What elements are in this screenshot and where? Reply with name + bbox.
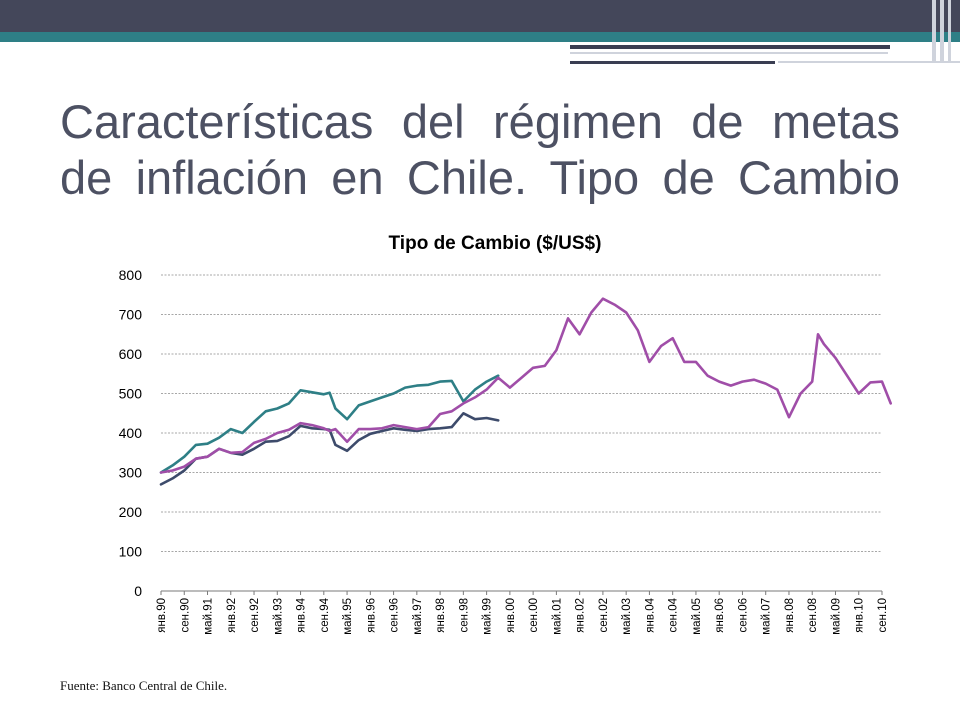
- x-tick-label: май.95: [342, 598, 354, 635]
- deco-strip: [948, 0, 951, 62]
- x-tick-label: май.09: [830, 598, 842, 635]
- x-tick-label: сен.92: [249, 598, 261, 632]
- x-axis: янв.90 сен.90 май.91 янв.92 сен.92 май.93 янв.…: [156, 590, 889, 635]
- slide-title: Características del régimen de metas de …: [60, 95, 900, 204]
- chart-gridlines: [161, 274, 882, 552]
- x-tick-label: янв.94: [296, 597, 308, 632]
- title-bar-accent: [0, 32, 960, 42]
- chart-series: [159, 297, 893, 486]
- x-tick-label: май.05: [691, 598, 703, 635]
- x-tick-label: янв.04: [644, 597, 656, 632]
- x-tick-label: май.91: [203, 598, 215, 635]
- series-line: [159, 297, 893, 474]
- x-tick-label: май.93: [272, 598, 284, 635]
- x-tick-label: май.01: [551, 598, 563, 635]
- y-axis: 0 100 200 300 400 500 600 700 800: [119, 267, 143, 599]
- corner-decoration: [570, 0, 960, 64]
- y-tick-label: 600: [119, 346, 143, 362]
- deco-strip: [570, 52, 888, 54]
- x-tick-label: сен.06: [737, 598, 749, 632]
- y-tick-label: 700: [119, 307, 143, 323]
- x-tick-label: янв.02: [575, 598, 587, 633]
- x-tick-label: янв.08: [784, 598, 796, 633]
- x-tick-label: сен.90: [179, 598, 191, 632]
- series-line: [159, 374, 500, 474]
- x-tick-label: май.99: [482, 598, 494, 635]
- y-tick-label: 300: [119, 465, 143, 481]
- x-tick-label: сен.10: [877, 598, 889, 632]
- y-tick-label: 800: [119, 267, 143, 283]
- deco-strip: [940, 0, 944, 62]
- deco-strip: [932, 0, 936, 62]
- y-tick-label: 200: [119, 504, 143, 520]
- x-tick-label: янв.92: [226, 598, 238, 633]
- x-tick-label: сен.98: [458, 598, 470, 632]
- x-tick-label: май.03: [621, 598, 633, 635]
- x-tick-label: сен.94: [319, 597, 331, 632]
- series-line: [159, 411, 500, 486]
- exchange-rate-chart: Tipo de Cambio ($/US$) 0 100 200 300 400 500 6…: [119, 233, 893, 635]
- x-tick-label: май.97: [412, 598, 424, 635]
- x-tick-label: янв.10: [854, 598, 866, 633]
- x-tick-label: янв.90: [156, 598, 168, 633]
- x-tick-label: май.07: [761, 598, 773, 635]
- y-tick-label: 500: [119, 386, 143, 402]
- x-tick-label: сен.96: [389, 598, 401, 632]
- x-tick-label: янв.96: [365, 598, 377, 633]
- x-tick-label: сен.02: [598, 598, 610, 632]
- x-tick-label: янв.98: [435, 598, 447, 633]
- y-tick-label: 400: [119, 425, 143, 441]
- x-tick-label: сен.08: [807, 598, 819, 632]
- deco-strip: [778, 61, 960, 63]
- deco-strip: [570, 45, 890, 49]
- x-tick-label: янв.06: [714, 598, 726, 633]
- y-tick-label: 100: [119, 544, 143, 560]
- chart-title: Tipo de Cambio ($/US$): [389, 233, 602, 254]
- deco-strip: [570, 61, 775, 64]
- source-note: Fuente: Banco Central de Chile.: [60, 678, 228, 693]
- x-tick-label: сен.04: [668, 597, 680, 632]
- x-tick-label: сен.00: [528, 598, 540, 632]
- y-tick-label: 0: [134, 583, 142, 599]
- x-tick-label: янв.00: [505, 598, 517, 633]
- title-bar-dark: [0, 0, 960, 32]
